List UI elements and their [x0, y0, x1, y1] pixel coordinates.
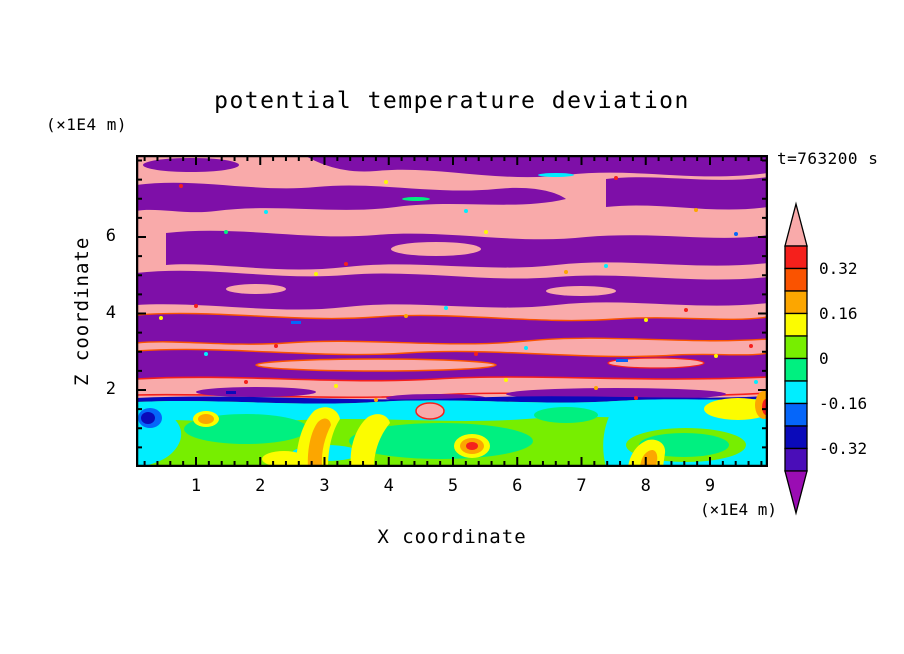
x-tick-label: 3	[319, 476, 330, 496]
colorbar-tick-label: 0.16	[819, 304, 858, 323]
boundary-layer	[136, 391, 768, 467]
colorbar: 0.32 0.16 0 -0.16 -0.32	[780, 198, 904, 524]
colorbar-cell	[784, 380, 808, 405]
plot-frame	[136, 155, 768, 467]
colorbar-cell	[784, 447, 808, 472]
colorbar-cell	[784, 312, 808, 337]
colorbar-tick-label: 0	[819, 349, 829, 368]
interface-speckles	[159, 173, 758, 402]
x-tick-label: 7	[576, 476, 587, 496]
y-axis-unit-label: (×1E4 m)	[46, 115, 128, 134]
colorbar-under-arrow	[784, 470, 808, 516]
x-tick-label: 5	[447, 476, 459, 496]
x-tick-label: 9	[704, 476, 716, 496]
colorbar-cell	[784, 267, 808, 292]
colorbar-svg: 0.32 0.16 0 -0.16 -0.32	[784, 201, 867, 516]
x-tick-label: 2	[255, 476, 266, 496]
y-tick-label: 2	[105, 379, 116, 399]
plot-area	[136, 155, 768, 467]
time-annotation: t=763200 s	[777, 149, 879, 168]
colorbar-cell	[784, 335, 808, 360]
colorbar-cell	[784, 357, 808, 382]
colorbar-tick-label: 0.32	[819, 259, 858, 278]
colorbar-cell	[784, 245, 808, 270]
y-tick-label: 6	[105, 226, 116, 246]
x-tick-labels: 1 2 3 4 5 6 7 8 9	[136, 476, 768, 498]
x-axis-title: X coordinate	[377, 526, 527, 548]
x-tick-label: 8	[640, 476, 651, 496]
y-tick-labels: 2 4 6	[88, 155, 116, 467]
heatmap-field	[136, 155, 768, 467]
plot-title: potential temperature deviation	[214, 88, 690, 114]
x-tick-label: 1	[190, 476, 202, 496]
colorbar-tick-label: -0.32	[819, 439, 867, 458]
colorbar-cell	[784, 425, 808, 450]
x-axis-unit-label: (×1E4 m)	[699, 500, 777, 519]
colorbar-cell	[784, 402, 808, 427]
colorbar-tick-label: -0.16	[819, 394, 867, 413]
y-axis-title: Z coordinate	[71, 236, 93, 386]
x-tick-label: 6	[512, 476, 523, 496]
colorbar-over-arrow	[784, 201, 808, 247]
x-tick-label: 4	[383, 476, 394, 496]
y-tick-label: 4	[105, 302, 116, 323]
colorbar-cell	[784, 290, 808, 315]
